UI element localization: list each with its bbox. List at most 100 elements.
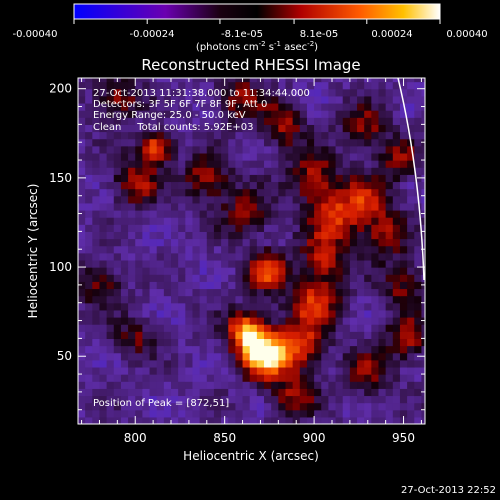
heatmap-cell — [156, 295, 165, 304]
heatmap-cell — [299, 224, 308, 232]
heatmap-cell — [185, 224, 194, 232]
heatmap-cell — [264, 188, 272, 197]
heatmap-cell — [142, 81, 151, 90]
heatmap-cell — [92, 274, 101, 282]
heatmap-cell — [292, 117, 301, 125]
heatmap-cell — [213, 416, 222, 424]
heatmap-cell — [206, 388, 215, 397]
heatmap-cell — [156, 338, 165, 347]
heatmap-cell — [163, 88, 172, 97]
heatmap-cell — [156, 209, 165, 218]
heatmap-cell — [421, 95, 425, 104]
heatmap-cell — [271, 152, 279, 161]
heatmap-cell — [364, 131, 372, 140]
heatmap-cell — [206, 331, 215, 339]
heatmap-cell — [357, 374, 365, 382]
heatmap-cell — [142, 259, 151, 268]
heatmap-cell — [264, 252, 272, 261]
plot-frame — [77, 77, 426, 425]
heatmap-cell — [271, 81, 279, 90]
heatmap-cell — [399, 395, 408, 404]
heatmap-cell — [199, 302, 208, 311]
heatmap-cell — [328, 188, 337, 197]
heatmap-cell — [199, 224, 208, 232]
heatmap-cell — [249, 359, 258, 368]
heatmap-cell — [335, 102, 344, 111]
heatmap-cell — [106, 252, 115, 261]
heatmap-cell — [249, 124, 258, 133]
heatmap-cell — [292, 188, 301, 197]
heatmap-cell — [92, 302, 101, 311]
heatmap-cell — [149, 324, 158, 332]
heatmap-cell — [120, 402, 129, 411]
heatmap-cell — [135, 181, 143, 190]
heatmap-cell — [99, 388, 108, 397]
heatmap-cell — [378, 195, 387, 204]
heatmap-cell — [264, 81, 272, 90]
heatmap-cell — [271, 224, 279, 232]
heatmap-cell — [99, 309, 108, 318]
heatmap-cell — [342, 274, 351, 282]
heatmap-cell — [171, 174, 179, 183]
heatmap-cell — [106, 110, 115, 118]
heatmap-cell — [249, 209, 258, 218]
heatmap-cell — [78, 345, 86, 354]
heatmap-cell — [228, 388, 236, 397]
heatmap-cell — [306, 252, 315, 261]
heatmap-cell — [178, 267, 186, 275]
heatmap-cell — [328, 202, 337, 211]
heatmap-cell — [335, 374, 344, 382]
heatmap-cell — [306, 209, 315, 218]
heatmap-cell — [156, 152, 165, 161]
heatmap-cell — [221, 345, 229, 354]
heatmap-cell — [163, 138, 172, 147]
heatmap-cell — [113, 252, 122, 261]
heatmap-cell — [192, 288, 201, 297]
heatmap-cell — [120, 238, 129, 247]
heatmap-cell — [271, 267, 279, 275]
heatmap-cell — [314, 345, 322, 354]
heatmap-cell — [99, 102, 108, 111]
heatmap-cell — [92, 416, 101, 424]
heatmap-cell — [335, 110, 344, 118]
heatmap-cell — [163, 324, 172, 332]
heatmap-cell — [321, 152, 330, 161]
heatmap-cell — [414, 409, 423, 418]
heatmap-cell — [192, 124, 201, 133]
heatmap-cell — [407, 131, 415, 140]
heatmap-cell — [314, 381, 322, 389]
heatmap-cell — [228, 131, 236, 140]
heatmap-cell — [242, 267, 251, 275]
heatmap-cell — [85, 181, 93, 190]
heatmap-cell — [171, 195, 179, 204]
heatmap-cell — [264, 78, 272, 83]
heatmap-cell — [385, 138, 394, 147]
heatmap-cell — [421, 195, 425, 204]
heatmap-cell — [156, 288, 165, 297]
heatmap-cell — [378, 102, 387, 111]
heatmap-cell — [292, 295, 301, 304]
heatmap-cell — [314, 202, 322, 211]
heatmap-cell — [99, 316, 108, 325]
heatmap-cell — [364, 359, 372, 368]
heatmap-cell — [399, 352, 408, 361]
heatmap-cell — [271, 302, 279, 311]
heatmap-cell — [235, 174, 244, 183]
heatmap-cell — [357, 217, 365, 225]
heatmap-cell — [221, 366, 229, 375]
heatmap-cell — [228, 374, 236, 382]
heatmap-cell — [92, 145, 101, 154]
heatmap-cell — [292, 345, 301, 354]
heatmap-cell — [292, 152, 301, 161]
heatmap-cell — [178, 124, 186, 133]
heatmap-cell — [242, 167, 251, 175]
heatmap-cell — [128, 195, 136, 204]
heatmap-cell — [264, 352, 272, 361]
heatmap-cell — [399, 366, 408, 375]
heatmap-cell — [192, 331, 201, 339]
heatmap-cell — [271, 167, 279, 175]
heatmap-cell — [206, 102, 215, 111]
heatmap-cell — [264, 88, 272, 97]
heatmap-cell — [92, 338, 101, 347]
heatmap-cell — [142, 366, 151, 375]
